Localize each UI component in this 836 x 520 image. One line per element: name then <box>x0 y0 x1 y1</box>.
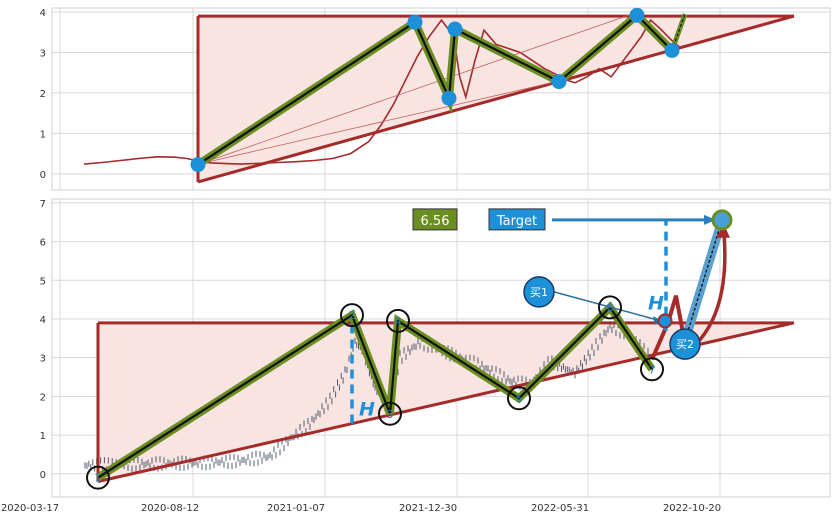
x-tick-label: 2020-08-12 <box>141 503 199 514</box>
pivot-label: 4 <box>395 315 402 328</box>
pivot-label: 6 <box>607 301 614 314</box>
pivot-label: 1 <box>95 472 102 485</box>
x-tick-label: 2022-10-20 <box>663 503 721 514</box>
pivot-marker <box>447 21 463 37</box>
target-marker <box>711 209 733 231</box>
y-tick-label: 2 <box>40 89 46 100</box>
height-label: H <box>359 399 375 421</box>
target-label-text: Target <box>496 214 537 229</box>
pivot-circle <box>507 386 531 411</box>
pivot-circle <box>386 308 410 333</box>
target-projection-core <box>683 219 723 345</box>
pivot-label: 2 <box>349 309 356 322</box>
pivot-marker <box>551 74 567 90</box>
y-tick-label: 3 <box>40 48 46 59</box>
buy-bubble <box>669 328 701 360</box>
y-tick-label: 7 <box>40 199 46 210</box>
x-tick-label: 2022-05-31 <box>531 503 589 514</box>
buy-bubble-label: 买2 <box>676 338 694 351</box>
buy-bubble <box>523 276 555 308</box>
buy-bubble-label: 买1 <box>530 286 548 299</box>
y-tick-label: 4 <box>40 315 46 326</box>
target-arrowhead <box>704 214 716 225</box>
pivot-label: 5 <box>516 392 523 405</box>
pivot-marker <box>407 14 423 30</box>
buy1-arrow-line <box>553 291 659 321</box>
x-tick-label: 2021-01-07 <box>267 503 325 514</box>
y-tick-label: 4 <box>40 8 46 19</box>
pivot-circle <box>378 401 402 426</box>
thin-trend-arrow <box>199 13 633 165</box>
y-tick-label: 5 <box>40 276 46 287</box>
target-value-badge <box>412 208 458 231</box>
pivot-marker <box>629 7 645 23</box>
pivot-marker <box>441 90 457 106</box>
pivot-label: 7 <box>649 363 656 376</box>
x-tick-label: 2020-03-17 <box>1 503 59 514</box>
pivot-circle <box>598 295 622 320</box>
pivot-label: 3 <box>387 408 394 421</box>
pivot-marker <box>190 157 206 173</box>
y-tick-label: 6 <box>40 238 46 249</box>
pivot-circle <box>86 465 110 490</box>
target-curve-arrowhead <box>716 224 730 238</box>
height-label: H <box>648 292 664 314</box>
top-chart-panel: 0 1 2 3 4 <box>40 7 831 191</box>
x-tick-label: 2021-12-30 <box>399 503 457 514</box>
breakout-wiggle <box>650 295 686 361</box>
buy1-marker <box>657 313 673 329</box>
pivot-circle <box>640 357 664 382</box>
bottom-chart-panel: 0 1 2 3 4 5 6 7 2020-03-17 2020-08-12 2021-01-07 20… <box>1 198 831 514</box>
target-badge <box>488 208 546 231</box>
target-curve-arrow <box>692 233 727 348</box>
pivot-marker <box>664 42 680 58</box>
thin-trend-arrow <box>199 80 561 165</box>
y-tick-label: 1 <box>40 129 46 140</box>
triangle-bottom-line <box>197 14 795 184</box>
y-tick-label: 0 <box>40 470 46 481</box>
y-tick-label: 0 <box>40 170 46 181</box>
y-tick-label: 3 <box>40 354 46 365</box>
pivot-circle <box>340 303 364 328</box>
y-tick-label: 1 <box>40 431 46 442</box>
target-value-text: 6.56 <box>421 214 450 229</box>
y-tick-label: 2 <box>40 392 46 403</box>
